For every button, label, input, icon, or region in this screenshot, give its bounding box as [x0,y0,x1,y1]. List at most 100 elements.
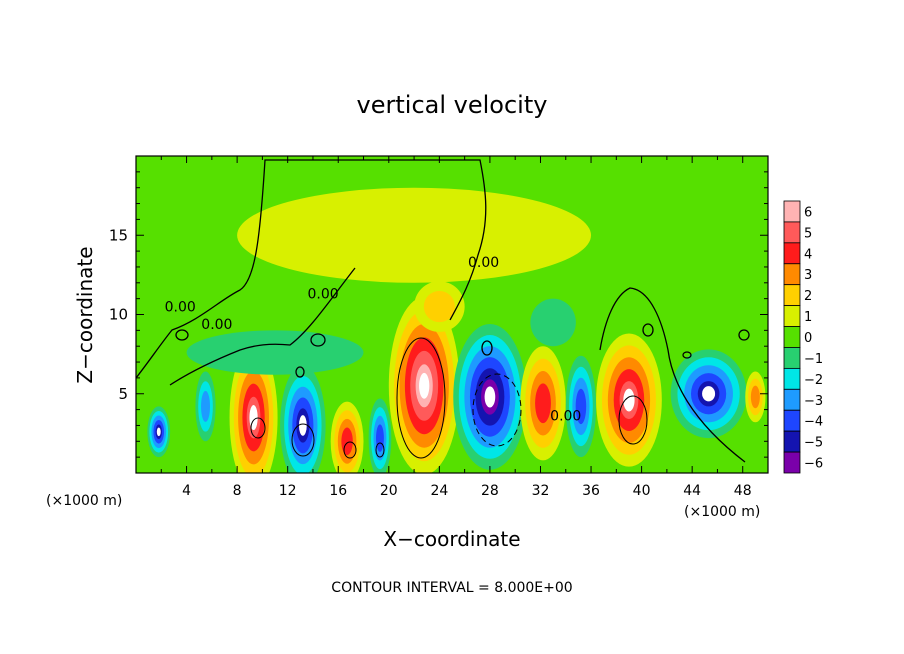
velocity-core [156,427,161,437]
contour-interval-note: CONTOUR INTERVAL = 8.000E+00 [331,580,572,596]
intensity-contours [250,337,648,459]
y-tick-label: 10 [109,306,128,324]
colorbar-label: 2 [804,289,812,304]
contour-ring [738,329,750,341]
velocity-cell [596,333,662,467]
x-tick-label: 12 [279,483,297,499]
velocity-level-band [341,427,353,456]
positive-contour [250,417,266,439]
positive-contour [396,337,446,459]
negative-contour [375,442,385,458]
x-axis-label: X−coordinate [383,527,520,551]
contour-label: 0.00 [468,255,499,271]
colorbar-label: −5 [804,436,823,451]
x-tick-label: 24 [430,483,448,499]
velocity-cell [670,349,747,439]
contour-labels: 0.00 0.00 0.00 0.00 0.00 [165,255,582,425]
contour-label: 0.00 [165,299,196,315]
velocity-level-band [423,290,455,323]
colorbar-swatch [783,326,801,348]
positive-contour [343,441,357,459]
contour-ring [175,329,189,341]
colorbar-swatch [783,388,801,411]
velocity-cell [186,330,364,375]
colorbar: 6 5 4 3 2 1 0 −1 −2 −3 −4 −5 −6 [783,200,823,474]
velocity-level-band [750,385,760,409]
colorbar-label: 5 [804,226,812,241]
x-tick-label: 48 [734,483,752,499]
velocity-core [702,386,716,402]
colorbar-label: 1 [804,310,812,325]
velocity-cell [745,371,766,423]
velocity-level-band [530,298,576,347]
colorbar-swatch [783,430,801,453]
contour-label: 0.00 [550,409,581,425]
x-tick-label: 8 [233,483,242,499]
colorbar-swatch [783,221,801,244]
colorbar-swatch [783,367,801,390]
contour-ring [642,323,654,337]
contour-label: 0.00 [307,287,338,303]
zero-contour-middle [169,267,356,386]
velocity-field [147,187,766,473]
x-tick-label: 20 [380,483,398,499]
colorbar-swatch [783,305,801,327]
colorbar-swatch [783,263,801,286]
x-tick-label: 32 [532,483,550,499]
colorbar-label: −3 [804,394,823,409]
contour-ring [310,333,326,347]
colorbar-label: 0 [804,331,812,346]
x-tick-label: 28 [481,483,499,499]
zero-contour-upper [136,159,487,379]
chart-title: vertical velocity [357,91,548,119]
velocity-cell [330,401,364,473]
colorbar-swatch [783,242,801,265]
x-axis: 4 8 12 16 20 24 28 32 36 40 44 48 [160,156,752,499]
x-unit-label-left: (×1000 m) [46,493,122,509]
velocity-cell [147,406,171,458]
velocity-level-band [375,424,384,452]
velocity-core [419,372,430,399]
colorbar-label: −2 [804,373,823,388]
colorbar-label: −6 [804,457,823,472]
contour-ring [682,351,692,359]
zero-contours [136,159,750,463]
colorbar-swatch [783,409,801,432]
colorbar-label: 6 [804,205,812,220]
y-tick-label: 5 [118,385,128,403]
plot-area: 0.000.000.000.000.00 4 8 12 16 20 24 28 32 36 40 4… [109,155,769,499]
y-axis: 5 10 15 [109,171,768,458]
positive-contour [618,395,648,445]
velocity-cell [520,346,566,461]
colorbar-swatch [783,284,801,307]
colorbar-swatch [783,451,801,474]
y-axis-label: Z−coordinate [73,246,97,383]
zero-contour-right [599,287,746,463]
velocity-cell [368,398,392,473]
x-tick-label: 16 [329,483,347,499]
velocity-cell [530,298,576,347]
x-tick-label: 36 [582,483,600,499]
negative-contour [291,423,315,457]
colorbar-swatch [783,347,801,369]
contour-label: 0.00 [201,317,232,333]
velocity-cell [229,344,278,473]
velocity-cell [453,324,527,470]
colorbar-label: −4 [804,415,823,430]
x-tick-label: 4 [182,483,191,499]
x-unit-label-right: (×1000 m) [684,504,760,520]
velocity-cell [280,365,326,473]
colorbar-label: −1 [804,352,823,367]
velocity-core [484,386,496,408]
velocity-level-band [186,330,364,375]
velocity-level-band [201,390,211,422]
y-tick-label: 15 [109,226,128,244]
velocity-cell [237,187,592,283]
colorbar-swatch [783,200,801,223]
contour-ring [295,366,305,378]
colorbar-label: 3 [804,268,812,283]
velocity-cell [388,297,460,473]
velocity-level-band [575,388,587,425]
colorbar-label: 4 [804,247,812,262]
